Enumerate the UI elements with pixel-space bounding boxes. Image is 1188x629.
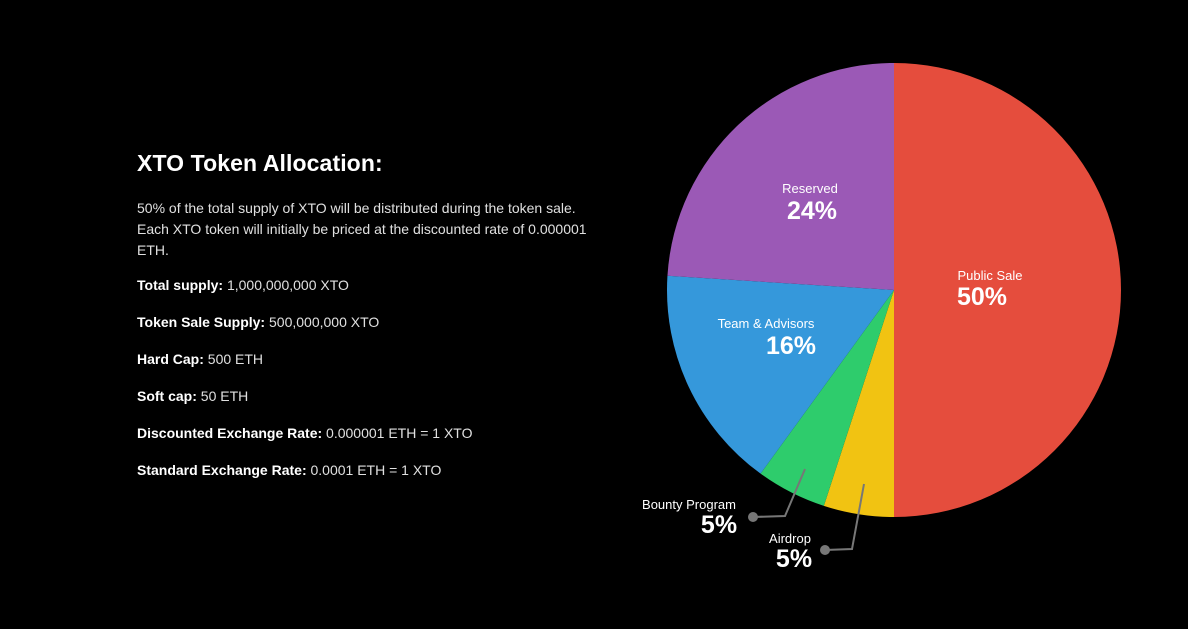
allocation-description: 50% of the total supply of XTO will be d… bbox=[137, 198, 587, 261]
slice-label-team-and-advisors: Team & Advisors bbox=[718, 316, 815, 331]
spec-label: Total supply: bbox=[137, 277, 224, 293]
slice-label-reserved: Reserved bbox=[782, 181, 838, 196]
slice-value-bounty-program: 5% bbox=[701, 511, 737, 539]
spec-label: Standard Exchange Rate: bbox=[137, 462, 307, 478]
slice-label-bounty-program: Bounty Program bbox=[642, 497, 736, 512]
pie-slice-reserved bbox=[667, 63, 894, 290]
spec-value: 1,000,000,000 XTO bbox=[226, 277, 349, 293]
spec-value: 500 ETH bbox=[207, 351, 264, 367]
spec-label: Token Sale Supply: bbox=[137, 314, 266, 330]
leader-line-bounty-program bbox=[752, 468, 806, 518]
spec-token-sale-supply: Token Sale Supply: 500,000,000 XTO bbox=[137, 314, 587, 351]
spec-total-supply: Total supply: 1,000,000,000 XTO bbox=[137, 277, 587, 314]
spec-value: 50 ETH bbox=[200, 388, 249, 404]
spec-label: Soft cap: bbox=[137, 388, 197, 404]
spec-list: Total supply: 1,000,000,000 XTO Token Sa… bbox=[137, 277, 587, 499]
spec-label: Discounted Exchange Rate: bbox=[137, 425, 323, 441]
leader-dot-airdrop bbox=[820, 545, 830, 555]
description-line: ETH. bbox=[137, 242, 169, 258]
pie-slices bbox=[667, 63, 1121, 518]
spec-soft-cap: Soft cap: 50 ETH bbox=[137, 388, 587, 425]
pie-slice-bounty-program bbox=[760, 290, 894, 506]
spec-hard-cap: Hard Cap: 500 ETH bbox=[137, 351, 587, 388]
allocation-title: XTO Token Allocation: bbox=[137, 150, 383, 176]
spec-value: 0.0001 ETH = 1 XTO bbox=[310, 462, 442, 478]
spec-label: Hard Cap: bbox=[137, 351, 204, 367]
pie-slice-team-and-advisors bbox=[667, 275, 894, 474]
slice-value-airdrop: 5% bbox=[776, 545, 812, 573]
allocation-info: XTO Token Allocation: 50% of the total s… bbox=[137, 150, 587, 499]
slice-value-team-and-advisors: 16% bbox=[766, 332, 816, 360]
pie-slice-public-sale bbox=[894, 63, 1121, 517]
slice-label-airdrop: Airdrop bbox=[769, 531, 811, 546]
slice-label-public-sale: Public Sale bbox=[957, 268, 1022, 283]
leader-dot-bounty-program bbox=[748, 512, 758, 522]
spec-value: 500,000,000 XTO bbox=[269, 314, 380, 330]
description-line: Each XTO token will initially be priced … bbox=[137, 221, 587, 237]
slice-value-public-sale: 50% bbox=[957, 283, 1007, 311]
description-line: 50% of the total supply of XTO will be d… bbox=[137, 200, 576, 216]
spec-standard-rate: Standard Exchange Rate: 0.0001 ETH = 1 X… bbox=[137, 462, 587, 499]
slice-value-reserved: 24% bbox=[787, 197, 837, 225]
spec-discounted-rate: Discounted Exchange Rate: 0.000001 ETH =… bbox=[137, 425, 587, 462]
pie-slice-airdrop bbox=[823, 290, 894, 518]
spec-value: 0.000001 ETH = 1 XTO bbox=[326, 425, 473, 441]
leader-line-airdrop bbox=[824, 483, 865, 551]
